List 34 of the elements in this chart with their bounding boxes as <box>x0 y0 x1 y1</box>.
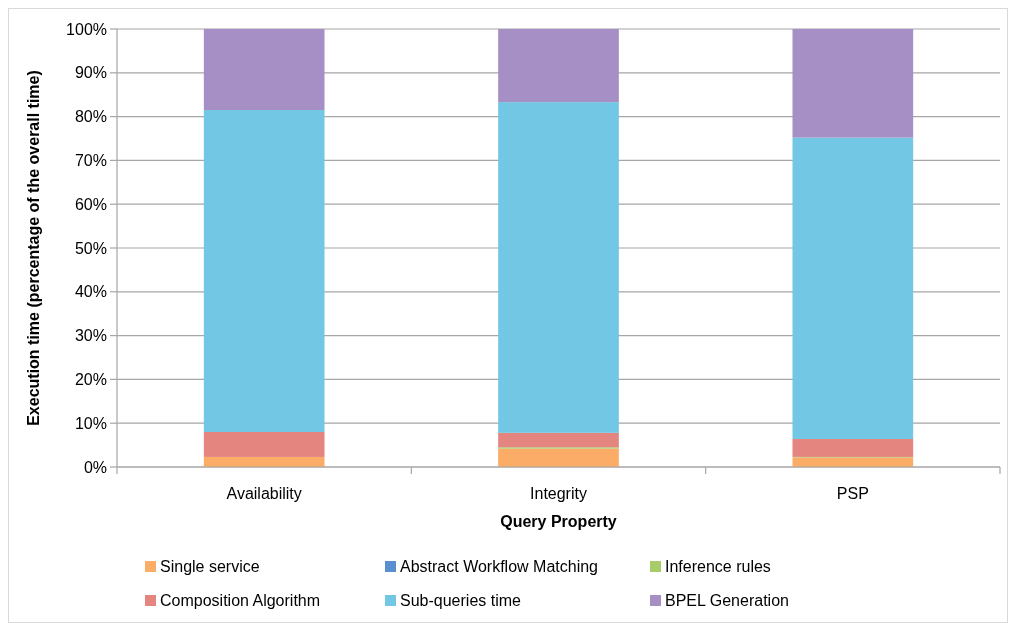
y-tick-label: 20% <box>74 371 107 388</box>
legend-label: Composition Algorithm <box>160 592 321 609</box>
bar <box>498 432 619 448</box>
x-axis-title: Query Property <box>500 513 617 530</box>
y-tick-label: 80% <box>74 108 107 126</box>
bar <box>203 456 325 467</box>
bar <box>792 29 914 138</box>
y-tick-label: 30% <box>74 327 107 345</box>
y-tick-label: 40% <box>74 283 107 301</box>
bar <box>203 29 325 111</box>
legend-label: BPEL Generation <box>665 592 789 609</box>
legend-label: Abstract Workflow Matching <box>400 558 598 575</box>
bar <box>792 137 914 439</box>
legend-label: Sub-queries time <box>400 592 522 609</box>
bar <box>498 29 619 103</box>
bar <box>203 431 325 457</box>
legend-label: Inference rules <box>665 558 771 575</box>
bar <box>203 110 325 432</box>
y-axis-title: Execution time (percentage of the overall time) <box>25 70 42 426</box>
bar <box>792 457 914 467</box>
y-tick-label: 50% <box>74 239 107 257</box>
x-tick-label: Integrity <box>530 485 587 502</box>
y-tick-label: 90% <box>74 64 107 82</box>
y-tick-label: 10% <box>74 414 107 432</box>
y-tick-label: 60% <box>74 195 107 213</box>
bar <box>792 438 914 457</box>
y-tick-label: 0% <box>83 458 107 476</box>
x-tick-label: Availability <box>226 485 302 502</box>
y-tick-label: 100% <box>66 20 107 38</box>
x-tick-label: PSP <box>836 485 869 502</box>
bar <box>498 102 619 433</box>
y-tick-label: 70% <box>74 152 107 169</box>
legend-label: Single service <box>160 558 260 575</box>
bar <box>498 448 619 467</box>
